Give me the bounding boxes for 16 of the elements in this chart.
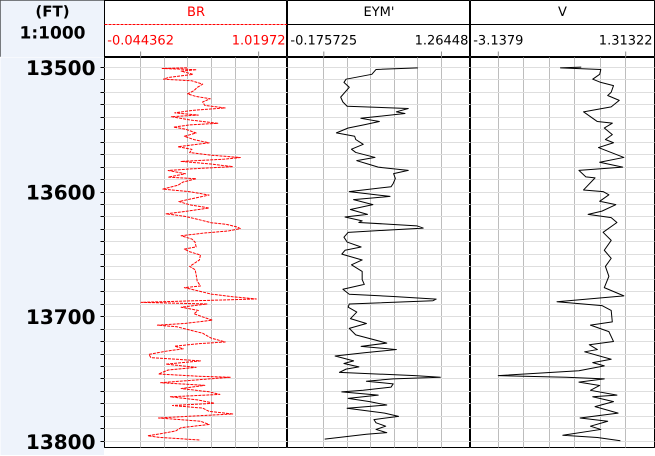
line-series <box>140 67 257 441</box>
y-axis-title: (FT) <box>35 2 70 20</box>
x-tick-label: -0.175725 <box>290 34 358 48</box>
y-tick-label: 13800 <box>26 430 96 454</box>
x-tick-label: 1.31322 <box>598 34 653 48</box>
x-tick-label: -0.044362 <box>107 34 174 48</box>
text: 1:1000 <box>20 24 86 44</box>
y-tick-label: 13700 <box>26 305 96 330</box>
x-tick-label: 1.26448 <box>414 34 468 48</box>
chart-title: V <box>558 5 568 20</box>
y-tick-label: 13600 <box>26 180 96 205</box>
chart-title: EYM' <box>364 5 394 20</box>
x-tick-label: 1.01972 <box>232 34 286 48</box>
y-tick-label: 13500 <box>26 56 96 80</box>
x-tick-label: -3.1379 <box>473 34 524 48</box>
chart-title: BR <box>187 5 205 20</box>
